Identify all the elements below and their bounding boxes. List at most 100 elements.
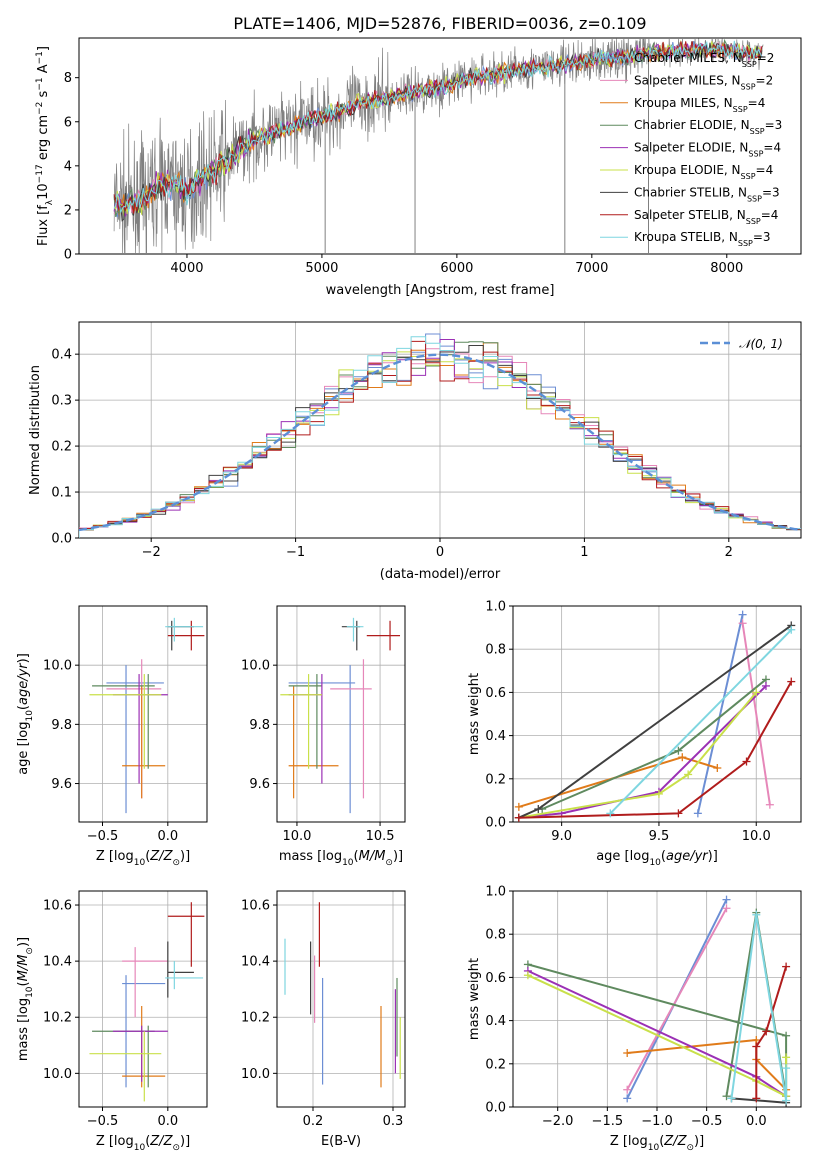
weight_vs_Z-xlabel: Z [log10(Z/Z⊙)]: [610, 1134, 704, 1153]
residuals-xtick-label: 1: [580, 545, 588, 560]
weight_vs_age-ytick-label: 0.0: [485, 816, 506, 831]
residuals-ytick-label: 0.1: [51, 486, 72, 501]
age_vs_mass-ytick-label: 10.0: [241, 659, 270, 674]
mass_vs_ebv-ytick-label: 10.6: [241, 899, 270, 914]
age_vs_Z-panel: −0.5 0.0 9.6 9.8 10.0 Z [log10(Z/Z⊙)] age [log…: [16, 605, 208, 868]
age_vs_mass-xtick-label: 10.5: [366, 829, 395, 844]
mass_vs_ebv-ytick-label: 10.0: [241, 1067, 270, 1082]
weight_vs_age-line: [741, 623, 771, 805]
age_vs_Z-xtick-label: −0.5: [87, 829, 119, 844]
mass_vs_ebv-ytick-label: 10.4: [241, 955, 270, 970]
weight_vs_age-line: [696, 614, 744, 814]
legend-label: Salpeter ELODIE, NSSP=4: [634, 141, 781, 159]
residuals-ytick-label: 0.0: [51, 532, 72, 547]
spectrum-ylabel: Flux [fλ10−17 erg cm−2 s−1 A−1]: [35, 46, 55, 246]
age_vs_mass-xlabel: mass [log10(M/M⊙)]: [279, 849, 403, 868]
figure-title: PLATE=1406, MJD=52876, FIBERID=0036, z=0…: [233, 14, 646, 33]
age_vs_mass-ytick-label: 9.8: [249, 718, 270, 733]
weight_vs_Z-xtick-label: −2.0: [542, 1114, 574, 1129]
weight_vs_Z-line: [755, 966, 788, 1099]
age_vs_Z-ytick-label: 9.8: [51, 718, 72, 733]
weight_vs_age-xtick-label: 9.5: [649, 829, 670, 844]
legend-label: Kroupa STELIB, NSSP=3: [634, 230, 771, 248]
weight_vs_age-xlabel: age [log10(age/yr)]: [596, 849, 718, 868]
age_vs_Z-frame: [78, 605, 208, 823]
spectrum-xtick-label: 4000: [170, 261, 203, 276]
weight_vs_age-frame: [512, 605, 802, 823]
weight_vs_age-ytick-label: 0.8: [485, 643, 506, 658]
residual-histogram-7: [79, 340, 801, 538]
mass_vs_ebv-frame: [276, 890, 406, 1108]
age_vs_mass-panel: 10.0 10.5 9.6 9.8 10.0 mass [log10(M/M⊙)]: [241, 605, 406, 868]
age_vs_mass-frame: [276, 605, 406, 823]
mass_vs_Z-xlabel: Z [log10(Z/Z⊙)]: [96, 1134, 190, 1153]
mass_vs_ebv-ytick-label: 10.2: [241, 1011, 270, 1026]
weight_vs_Z-ylabel: mass weight: [467, 958, 482, 1040]
age_vs_Z-ytick-label: 9.6: [51, 777, 72, 792]
weight_vs_age-xtick-label: 9.0: [551, 829, 572, 844]
residuals-ytick-label: 0.2: [51, 440, 72, 455]
spectrum-legend: Chabrier MILES, NSSP=2 Salpeter MILES, NS…: [600, 51, 782, 248]
normal-legend-label: 𝒩(0, 1): [739, 337, 783, 351]
weight_vs_Z-xtick-label: −0.5: [691, 1114, 723, 1129]
spectrum-ytick-label: 8: [64, 71, 72, 86]
spectrum-ytick-label: 6: [64, 115, 72, 130]
normal-curve: [78, 353, 802, 532]
weight_vs_Z-line: [626, 907, 728, 1091]
weight_vs_Z-ytick-label: 0.4: [485, 1014, 506, 1029]
residuals-frame: [78, 321, 802, 539]
residuals-xtick-label: 0: [436, 545, 444, 560]
spectrum-ytick-label: 2: [64, 203, 72, 218]
mass_vs_Z-frame: [78, 890, 208, 1108]
spectrum-ytick-label: 0: [64, 248, 72, 263]
mass_vs_ebv-xtick-label: 0.3: [383, 1114, 404, 1129]
weight_vs_age-line: [518, 681, 793, 819]
mass_vs_Z-ytick-label: 10.0: [43, 1067, 72, 1082]
mass_vs_Z-ytick-label: 10.2: [43, 1011, 72, 1026]
weight_vs_age-xtick-label: 10.0: [742, 829, 771, 844]
spectrum-xtick-label: 8000: [710, 261, 743, 276]
age_vs_Z-xlabel: Z [log10(Z/Z⊙)]: [96, 849, 190, 868]
legend-label: Salpeter STELIB, NSSP=4: [634, 208, 778, 226]
spectrum-xtick-label: 5000: [305, 261, 338, 276]
mass_vs_Z-ytick-label: 10.6: [43, 899, 72, 914]
mass_vs_ebv-panel: 0.2 0.3 10.0 10.2 10.4 10.6 E(B-V): [241, 890, 406, 1149]
age_vs_mass-xtick-label: 10.0: [282, 829, 311, 844]
residuals-ylabel: Normed distribution: [28, 365, 43, 495]
spectrum-xtick-label: 6000: [440, 261, 473, 276]
weight_vs_Z-xtick-label: −1.0: [641, 1114, 673, 1129]
spectrum-frame: [78, 37, 802, 255]
mass_vs_Z-panel: −0.5 0.0 10.0 10.2 10.4 10.6 Z [log10(Z/Z⊙)] ma…: [16, 890, 208, 1153]
weight_vs_age-ytick-label: 1.0: [485, 600, 506, 615]
age_vs_mass-ytick-label: 9.6: [249, 777, 270, 792]
residuals-ytick-label: 0.4: [51, 348, 72, 363]
age_vs_Z-ylabel: age [log10(age/yr)]: [16, 653, 35, 775]
residuals-xtick-label: −1: [286, 545, 305, 560]
weight_vs_age-panel: 9.0 9.5 10.0 0.0 0.2 0.4 0.6 0.8 1.0 age [log10(a…: [467, 600, 802, 868]
weight_vs_Z-xtick-label: 0.0: [746, 1114, 767, 1129]
weight_vs_Z-ytick-label: 0.0: [485, 1101, 506, 1116]
weight_vs_age-line: [609, 629, 793, 815]
residuals-ytick-label: 0.3: [51, 394, 72, 409]
weight_vs_age-ytick-label: 0.4: [485, 729, 506, 744]
legend-label: Chabrier MILES, NSSP=2: [634, 51, 774, 69]
legend-label: Kroupa MILES, NSSP=4: [634, 96, 765, 114]
mass_vs_ebv-xtick-label: 0.2: [303, 1114, 324, 1129]
residuals-xtick-label: −2: [142, 545, 161, 560]
weight_vs_Z-ytick-label: 0.8: [485, 928, 506, 943]
weight_vs_Z-line: [730, 914, 788, 1101]
weight_vs_age-ytick-label: 0.6: [485, 686, 506, 701]
legend-label: Chabrier ELODIE, NSSP=3: [634, 118, 782, 136]
weight_vs_Z-ytick-label: 0.2: [485, 1057, 506, 1072]
spectrum-xtick-label: 7000: [575, 261, 608, 276]
weight_vs_age-line: [518, 691, 757, 819]
weight_vs_age-ytick-label: 0.2: [485, 772, 506, 787]
legend-label: Chabrier STELIB, NSSP=3: [634, 185, 780, 203]
weight_vs_Z-frame: [512, 890, 802, 1108]
mass_vs_Z-ytick-label: 10.4: [43, 955, 72, 970]
mass_vs_ebv-xlabel: E(B-V): [321, 1134, 361, 1149]
residuals-panel: −2 −1 0 1 2 0.0 0.1 0.2 0.3 0.4 𝒩(0, 1) (data-model…: [28, 321, 802, 582]
spectrum-xlabel: wavelength [Angstrom, rest frame]: [326, 283, 555, 298]
legend-label: Salpeter MILES, NSSP=2: [634, 73, 773, 91]
